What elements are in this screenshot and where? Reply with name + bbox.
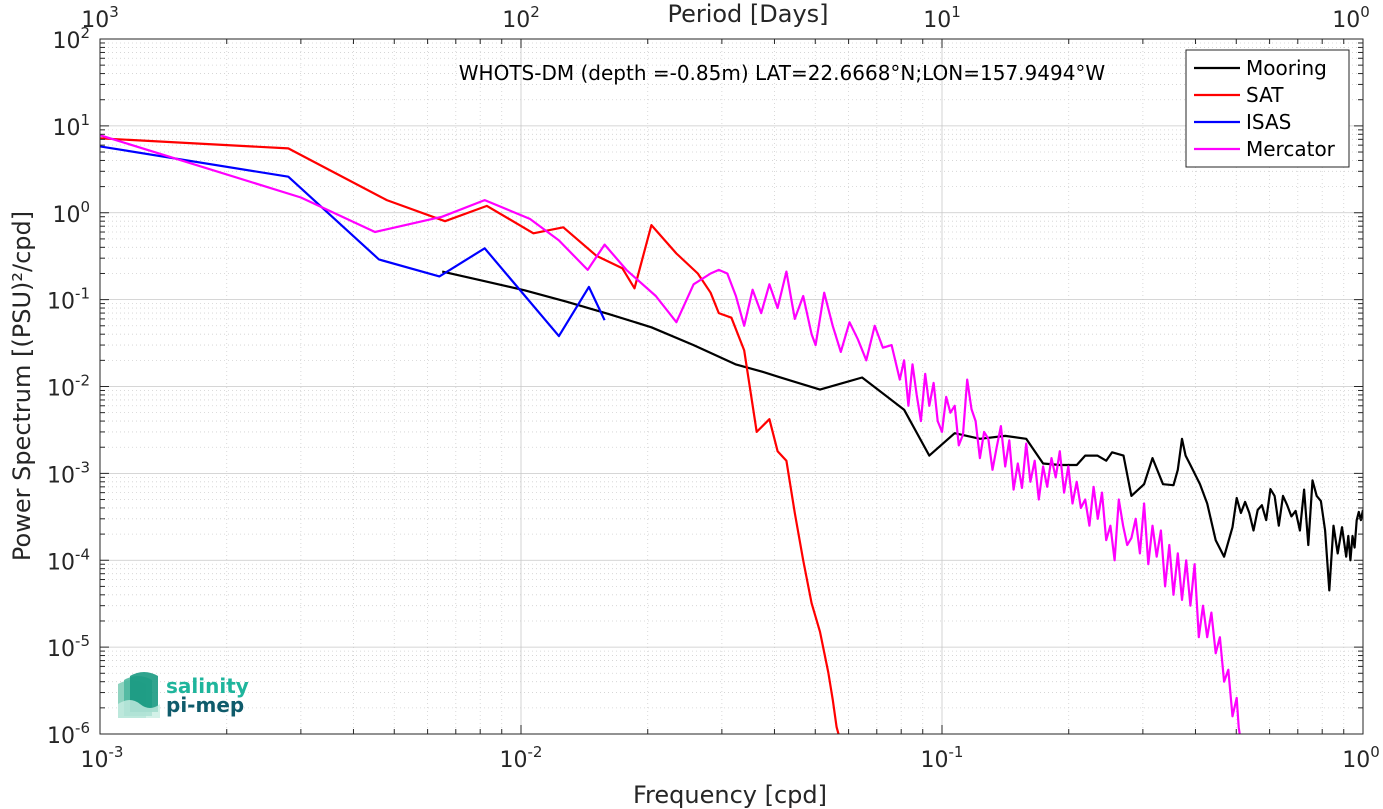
x-axis-title: Frequency [cpd] — [633, 781, 827, 809]
y-axis-title: Power Spectrum [(PSU)²/cpd] — [8, 211, 36, 561]
series-line-mooring — [441, 270, 1363, 592]
station-annotation: WHOTS-DM (depth =-0.85m) LAT=22.6668°N;L… — [459, 61, 1106, 85]
x2-tick-label: 101 — [923, 3, 961, 33]
logo-text-salinity: salinity — [166, 674, 249, 698]
series-line-sat — [100, 137, 840, 734]
x2-axis-title: Period [Days] — [667, 0, 828, 28]
legend-label-isas: ISAS — [1246, 110, 1291, 134]
x-tick-label: 100 — [1342, 743, 1380, 773]
logo-text-pimep: pi-mep — [166, 693, 244, 717]
x2-tick-label: 103 — [81, 3, 119, 33]
y-tick-label: 102 — [52, 24, 90, 54]
series-line-isas — [100, 145, 606, 338]
y-tick-label: 101 — [52, 111, 90, 141]
legend: Mooring SAT ISAS Mercator — [1185, 49, 1350, 168]
x2-tick-label: 100 — [1332, 3, 1370, 33]
major-grid — [99, 38, 1364, 735]
x2-tick-label: 102 — [502, 3, 540, 33]
minor-grid — [100, 39, 1363, 734]
y-tick-label: 10-4 — [47, 545, 90, 575]
legend-label-mercator: Mercator — [1246, 137, 1336, 161]
y-tick-label: 10-5 — [47, 632, 90, 662]
logo-wave-icon — [118, 672, 160, 718]
y-tick-label: 10-1 — [47, 285, 90, 315]
x-tick-label: 10-1 — [921, 743, 964, 773]
y-tick-label: 10-3 — [47, 458, 90, 488]
series-layer — [100, 134, 1363, 734]
y-tick-label: 10-2 — [47, 372, 90, 402]
legend-label-sat: SAT — [1246, 83, 1284, 107]
legend-label-mooring: Mooring — [1246, 56, 1327, 80]
x-tick-label: 10-2 — [500, 743, 543, 773]
x-tick-label: 10-3 — [81, 743, 124, 773]
salinity-pi-mep-logo: salinity pi-mep — [118, 672, 249, 718]
y-tick-label: 10-6 — [47, 719, 90, 749]
legend-box — [1185, 49, 1350, 168]
y-tick-label: 100 — [52, 198, 90, 228]
series-line-mercator — [100, 134, 1241, 734]
